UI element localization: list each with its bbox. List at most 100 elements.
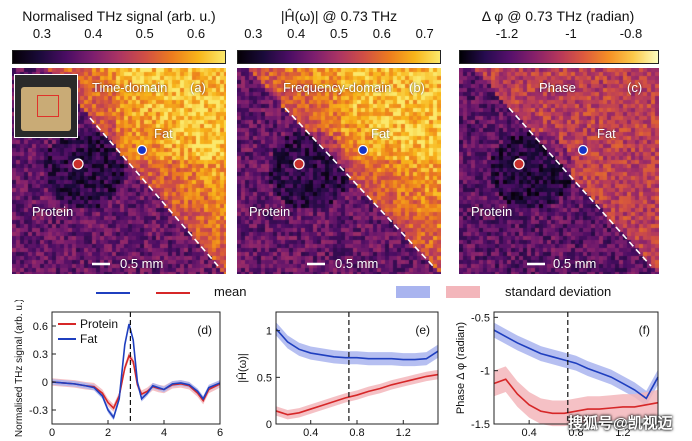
fat-marker — [357, 144, 369, 156]
y-axis-label: |Ĥ(ω)| — [236, 353, 249, 383]
legend-std-protein-swatch — [446, 286, 480, 298]
boundary-dashed-line — [89, 117, 219, 267]
x-tick-label: 0.4 — [303, 427, 318, 439]
y-tick-label: -0.3 — [29, 405, 48, 417]
series-line-protein — [493, 378, 659, 415]
colorbar-b-tick: 0.3 — [244, 26, 263, 41]
y-axis-label: Normalised THz signal (arb. u.) — [14, 300, 25, 437]
y-tick-label: 0.3 — [33, 349, 48, 361]
axes-frame — [275, 311, 439, 425]
colorbar-c — [459, 50, 659, 64]
boundary-dashed-line — [508, 107, 652, 267]
y-tick-label: 0 — [266, 419, 272, 431]
colorbar-b-tick: 0.5 — [329, 26, 349, 41]
colorbar-b — [237, 50, 441, 64]
colorbar-a-tick: 0.3 — [32, 26, 51, 41]
colorbar-b-ticks: 0.3 0.4 0.5 0.6 0.7 — [237, 26, 441, 42]
legend-mean-label: mean — [214, 284, 247, 299]
std-band-fat — [276, 322, 438, 367]
protein-label: Protein — [249, 204, 291, 219]
legend-mean-fat-line — [96, 292, 130, 294]
panel-letter: (e) — [415, 323, 430, 337]
colorbar-a-title: Normalised THz signal (arb. u.) — [22, 8, 216, 24]
watermark: 搜狐号@凯视迈 — [568, 415, 673, 432]
colorbar-c-tick: -1.2 — [495, 26, 519, 41]
axes-frame — [51, 311, 221, 425]
legend-mean-protein-line — [156, 292, 190, 294]
x-tick-label: 4 — [161, 427, 167, 439]
fat-label: Fat — [371, 126, 390, 141]
series-line-fat — [493, 329, 659, 400]
y-tick-label: 1 — [266, 326, 272, 338]
protein-marker — [72, 158, 84, 170]
scale-label: 0.5 mm — [553, 256, 597, 271]
panel-title: Time-domain — [92, 80, 168, 95]
sample-photo-inset — [14, 74, 78, 138]
sample-tissue — [21, 87, 71, 131]
x-tick-label: 0.4 — [521, 427, 536, 439]
legend-std-fat-swatch — [396, 286, 430, 298]
heatmap-canvas — [459, 68, 659, 274]
panel-title: Frequency-domain — [283, 80, 392, 95]
heatmap-panel-time-domain: Time-domain (a) Fat Protein 0.5 mm — [12, 68, 226, 274]
colorbar-b-tick: 0.4 — [287, 26, 306, 41]
scale-label: 0.5 mm — [120, 256, 164, 271]
protein-marker — [513, 158, 525, 170]
roi-box-icon — [37, 95, 59, 117]
panel-title: Phase — [539, 80, 576, 95]
panel-overlay — [72, 117, 219, 267]
colorbar-a-tick: 0.4 — [84, 26, 103, 41]
colorbar-a-ticks: 0.3 0.4 0.5 0.6 — [12, 26, 226, 42]
series-line-fat — [51, 323, 221, 420]
colorbar-c-tick: -1 — [565, 26, 577, 41]
y-tick-label: 0.5 — [257, 372, 272, 384]
scale-label: 0.5 mm — [335, 256, 379, 271]
panel-letter: (c) — [627, 80, 643, 95]
colorbar-c-title: Δ φ @ 0.73 THz (radian) — [481, 8, 635, 24]
y-axis-label: Phase Δ φ (radian) — [455, 322, 467, 414]
y-tick-label: 0.6 — [33, 321, 48, 333]
colorbar-c-tick: -0.8 — [619, 26, 643, 41]
x-tick-label: 1.2 — [396, 427, 411, 439]
protein-label: Protein — [471, 204, 513, 219]
panel-letter: (b) — [409, 80, 425, 95]
x-tick-label: 0.8 — [568, 427, 583, 439]
panel-letter: (a) — [190, 80, 206, 95]
y-tick-label: -0.5 — [471, 312, 490, 324]
colorbar-a-tick: 0.6 — [186, 26, 206, 41]
x-tick-label: 6 — [217, 427, 223, 439]
colorbar-b-tick: 0.7 — [415, 26, 434, 41]
colorbar-a-tick: 0.5 — [135, 26, 154, 41]
panel-letter: (d) — [197, 323, 212, 337]
legend-label-fat: Fat — [80, 332, 98, 346]
protein-marker — [293, 158, 305, 170]
x-tick-label: 0 — [49, 427, 55, 439]
x-tick-label: 2 — [105, 427, 111, 439]
heatmap-panel-phase: Phase (c) Fat Protein 0.5 mm — [459, 68, 659, 274]
legend-label-protein: Protein — [80, 317, 118, 331]
heatmap-panel-frequency-domain: Frequency-domain (b) Fat Protein 0.5 mm — [237, 68, 441, 274]
colorbar-b-tick: 0.6 — [372, 26, 391, 41]
fat-marker — [136, 144, 148, 156]
y-tick-label: -1.5 — [471, 419, 490, 431]
std-band-protein — [494, 366, 658, 427]
fat-label: Fat — [154, 126, 173, 141]
fat-marker — [577, 144, 589, 156]
colorbar-c-ticks: -1.2 -1 -0.8 — [459, 26, 659, 42]
x-tick-label: 0.8 — [349, 427, 364, 439]
colorbar-b-title: |Ĥ(ω)| @ 0.73 THz — [280, 8, 398, 24]
legend-std-label: standard deviation — [505, 284, 612, 299]
y-tick-label: 0 — [42, 377, 48, 389]
series-line-protein — [275, 373, 439, 416]
protein-label: Protein — [32, 204, 74, 219]
series-line-fat — [275, 328, 439, 361]
panel-overlay — [508, 107, 652, 267]
x-tick-label: 1.2 — [615, 427, 630, 439]
std-band-fat — [494, 322, 658, 406]
panel-letter: (f) — [639, 323, 650, 337]
heatmap-canvas — [237, 68, 441, 274]
fat-label: Fat — [597, 126, 616, 141]
panel-overlay — [284, 107, 434, 267]
colorbar-a — [12, 50, 226, 64]
